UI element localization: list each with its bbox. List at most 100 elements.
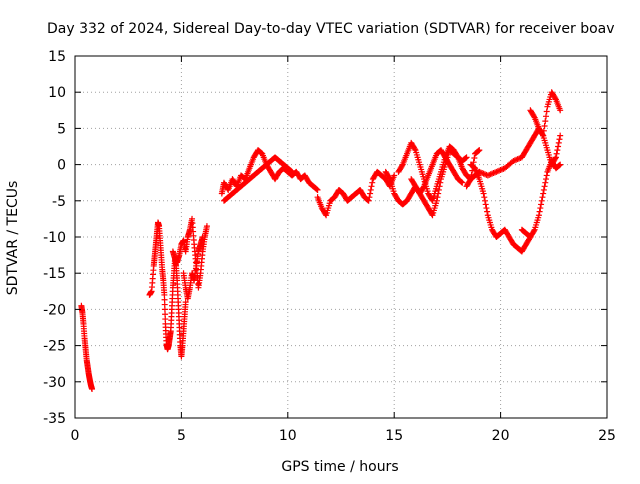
data-point <box>467 177 474 184</box>
data-point <box>182 299 189 306</box>
data-point <box>462 154 469 161</box>
data-point <box>476 147 483 154</box>
data-point <box>542 113 549 120</box>
data-point <box>365 197 372 204</box>
y-tick-label: 10 <box>48 85 66 101</box>
data-point <box>481 197 488 204</box>
data-point <box>454 153 461 160</box>
data-point <box>434 194 441 201</box>
data-point <box>459 179 466 186</box>
y-tick-label: -25 <box>43 339 66 355</box>
y-tick-label: -15 <box>43 266 66 282</box>
data-point <box>530 113 537 120</box>
series-points-18-19h <box>463 147 483 190</box>
data-point <box>552 95 559 102</box>
data-point <box>484 208 491 215</box>
data-point <box>391 172 398 179</box>
data-point <box>367 190 374 197</box>
x-tick-label: 25 <box>598 428 616 444</box>
data-point <box>471 154 478 161</box>
y-tick-label: 5 <box>57 121 66 137</box>
data-point <box>536 208 543 215</box>
chart-title: Day 332 of 2024, Sidereal Day-to-day VTE… <box>47 21 615 37</box>
data-point <box>289 168 296 175</box>
data-point <box>469 163 476 170</box>
data-point <box>480 190 487 197</box>
data-point <box>89 386 96 393</box>
data-point <box>540 186 547 193</box>
data-point <box>481 194 488 201</box>
data-point <box>386 174 393 181</box>
data-point <box>313 186 320 193</box>
data-points <box>78 89 564 393</box>
x-tick-label: 20 <box>492 428 510 444</box>
data-point <box>483 205 490 212</box>
series-arc-4h <box>146 219 189 360</box>
data-point <box>368 183 375 190</box>
data-point <box>542 118 549 125</box>
data-point <box>539 194 546 201</box>
data-point <box>540 190 547 197</box>
data-point <box>556 162 563 169</box>
data-point <box>463 154 470 161</box>
data-point <box>541 122 548 129</box>
series-arc-early <box>78 302 96 393</box>
data-point <box>469 167 476 174</box>
x-tick-label: 0 <box>71 428 80 444</box>
data-point <box>557 161 564 168</box>
x-tick-label: 10 <box>279 428 297 444</box>
data-point <box>552 155 559 162</box>
data-point <box>530 227 537 234</box>
y-tick-label: -20 <box>43 302 66 318</box>
y-tick-label: 15 <box>48 49 66 65</box>
series-arc-5h <box>169 215 210 291</box>
data-point <box>552 154 559 161</box>
data-point <box>364 197 371 204</box>
data-point <box>537 205 544 212</box>
data-point <box>539 131 546 138</box>
series-arc-21-23h-peak <box>527 89 564 139</box>
x-tick-label: 15 <box>385 428 403 444</box>
data-point <box>557 107 564 114</box>
data-point <box>555 143 562 150</box>
data-point <box>482 201 489 208</box>
data-point <box>555 139 562 146</box>
x-tick-label: 5 <box>177 428 186 444</box>
data-point <box>542 176 549 183</box>
series-arc-18-20h <box>467 161 534 255</box>
data-point <box>542 179 549 186</box>
data-point <box>399 162 406 169</box>
y-tick-label: 0 <box>57 158 66 174</box>
data-point <box>475 147 482 154</box>
data-point <box>553 150 560 157</box>
y-tick-label: -30 <box>43 375 66 391</box>
data-point <box>557 132 564 139</box>
data-point <box>468 171 475 178</box>
data-point <box>538 201 545 208</box>
data-point <box>203 223 210 230</box>
series-arc-7-9h-lower <box>220 154 296 204</box>
data-point <box>199 234 206 240</box>
data-point <box>556 136 563 143</box>
y-tick-label: -35 <box>43 411 66 427</box>
data-point <box>411 145 418 152</box>
data-point <box>554 147 561 154</box>
data-point <box>540 132 547 139</box>
data-point <box>314 186 321 193</box>
y-tick-label: -10 <box>43 230 66 246</box>
y-axis-title: SDTVAR / TECUs <box>5 181 21 296</box>
data-point <box>420 184 427 191</box>
data-point <box>435 186 442 193</box>
data-point <box>367 186 374 193</box>
data-point <box>458 179 465 186</box>
data-point <box>543 172 550 179</box>
data-point <box>288 168 295 175</box>
series-arc-21-23h-deep <box>518 157 564 240</box>
x-axis-title: GPS time / hours <box>281 459 398 475</box>
y-tick-label: -5 <box>52 194 66 210</box>
data-point <box>543 108 550 115</box>
axis-ticks: 0 5 10 15 20 25 -35 -30 -25 -20 -15 -10 -5 0 5 10 15 <box>43 49 616 444</box>
